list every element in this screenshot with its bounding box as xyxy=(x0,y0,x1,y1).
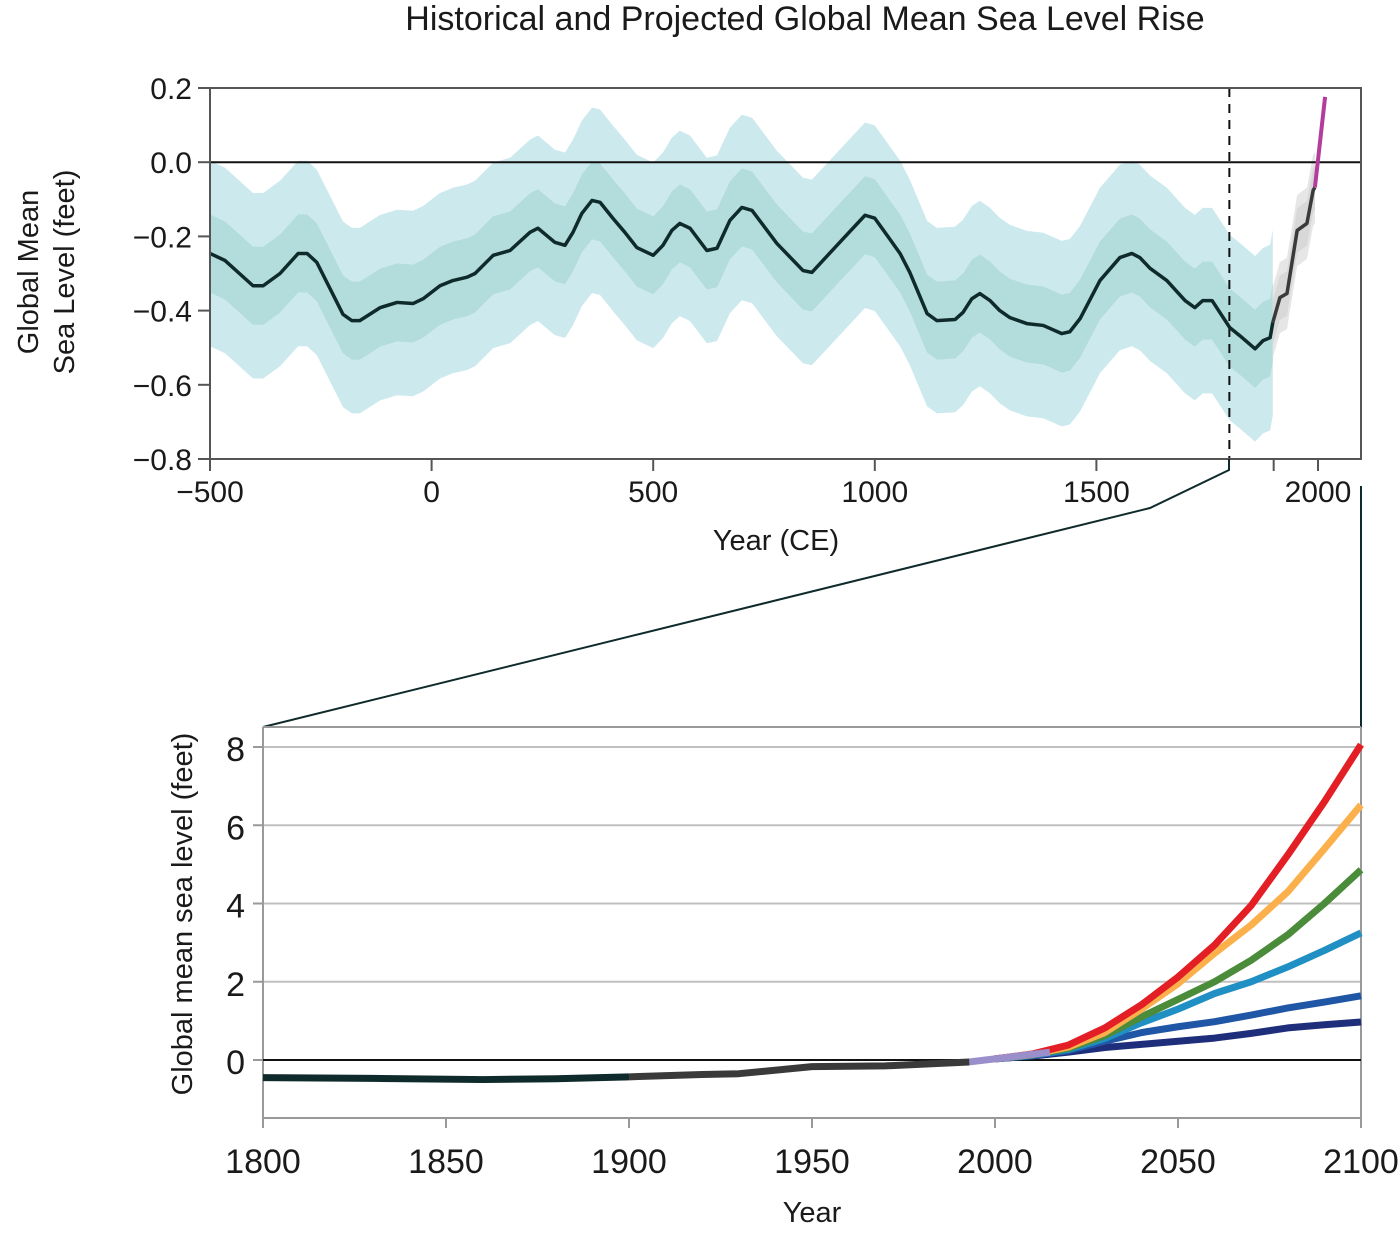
top-plot-frame xyxy=(209,87,1362,460)
chart-title: Historical and Projected Global Mean Sea… xyxy=(405,0,1204,38)
x-tick-label: 2000 xyxy=(957,1143,1033,1181)
tide-gauge-line xyxy=(628,1058,970,1081)
x-tick-label: −500 xyxy=(176,476,244,509)
top-ylabel-line-1: Global Mean xyxy=(13,190,45,354)
satellite-line xyxy=(1312,96,1328,188)
y-tick-label: 0.0 xyxy=(150,147,192,180)
top-ylabel-line-2: Sea Level (feet) xyxy=(49,170,81,375)
x-tick-label: 500 xyxy=(628,476,678,509)
x-tick-label: 2100 xyxy=(1323,1143,1399,1181)
projection-panel: 0 2 4 6 8 1800 1850 1900 1950 2000 2050 2100 xyxy=(225,726,1399,1181)
x-tick-label: 1800 xyxy=(225,1143,301,1181)
y-tick-label: −0.6 xyxy=(133,370,192,403)
reconstruction-line xyxy=(262,1073,630,1084)
y-tick-label: 0 xyxy=(226,1044,245,1082)
y-tick-label: 0.2 xyxy=(150,73,192,106)
reconstruction-outer-band xyxy=(210,107,1273,442)
reconstruction-line xyxy=(209,198,1275,351)
historical-panel: 0.2 0.0 −0.2 −0.4 −0.6 −0.8−500 0 500 1000 1500 20… xyxy=(133,73,1362,509)
zoom-connector-left xyxy=(262,459,1230,728)
x-tick-label: 1000 xyxy=(841,476,908,509)
x-tick-label: 1500 xyxy=(1063,476,1130,509)
x-tick-label: 2000 xyxy=(1285,476,1352,509)
y-tick-label: −0.8 xyxy=(133,444,192,477)
bottom-xlabel: Year xyxy=(783,1197,842,1229)
y-tick-label: 2 xyxy=(226,966,245,1004)
y-tick-label: 8 xyxy=(226,731,245,769)
reconstruction-inner-band xyxy=(210,161,1273,388)
x-tick-label: 1900 xyxy=(591,1143,667,1181)
x-tick-label: 1850 xyxy=(408,1143,484,1181)
y-tick-label: −0.4 xyxy=(133,296,192,329)
x-tick-label: 1950 xyxy=(774,1143,850,1181)
x-tick-label: 2050 xyxy=(1140,1143,1216,1181)
tide-gauge-line xyxy=(1271,186,1317,323)
x-tick-label: 0 xyxy=(423,476,440,509)
y-tick-label: 4 xyxy=(226,888,245,926)
intermediate-high-line xyxy=(994,867,1364,1063)
high-line xyxy=(994,802,1364,1063)
bottom-ylabel: Global mean sea level (feet) xyxy=(167,733,199,1096)
y-tick-label: 6 xyxy=(226,809,245,847)
extreme-line xyxy=(994,742,1364,1063)
satellite-altimetry-line xyxy=(968,1048,1051,1066)
y-tick-label: −0.2 xyxy=(133,221,192,254)
top-xlabel: Year (CE) xyxy=(713,525,839,557)
